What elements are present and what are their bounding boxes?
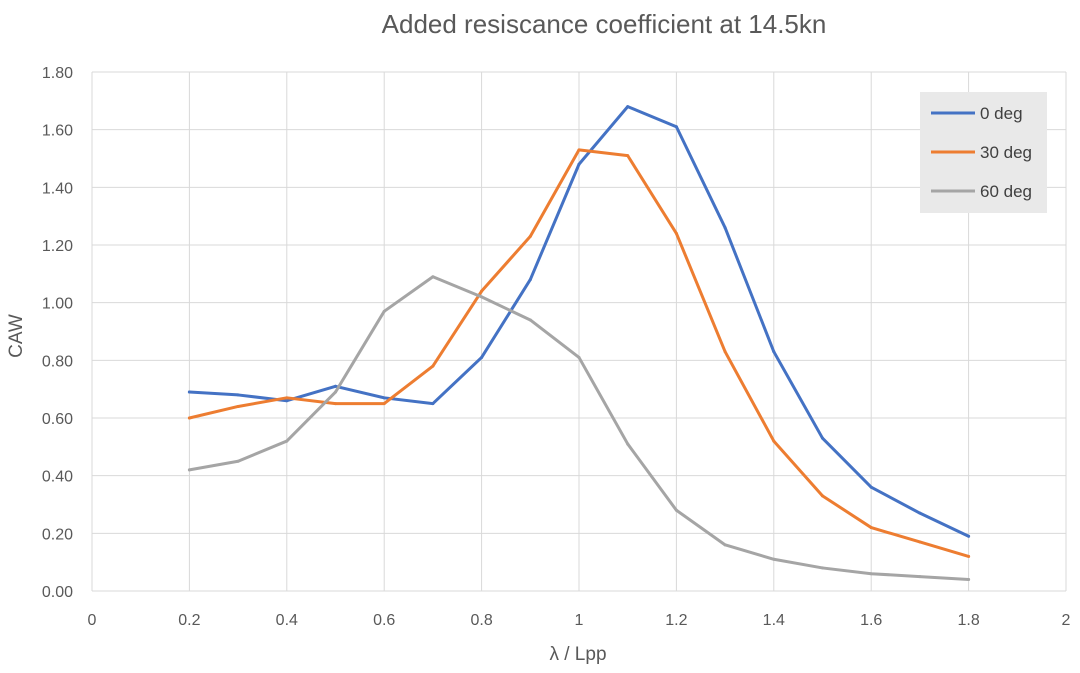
x-tick-label: 1.6 (860, 612, 882, 629)
legend-label: 60 deg (980, 182, 1032, 201)
data-point (626, 154, 630, 158)
data-point (869, 572, 873, 576)
data-point (334, 402, 337, 406)
data-point (187, 390, 191, 394)
y-tick-label: 0.40 (42, 469, 73, 486)
data-point (869, 485, 873, 489)
data-point (528, 234, 532, 238)
data-point (674, 125, 678, 129)
data-point (285, 399, 289, 403)
data-point (431, 275, 435, 279)
y-axis-title: CAW (6, 314, 27, 358)
y-tick-label: 0.20 (42, 526, 73, 543)
data-point (918, 511, 922, 515)
data-point (187, 468, 191, 472)
x-tick-label: 0.6 (373, 612, 395, 629)
data-point (674, 231, 678, 235)
data-point (821, 494, 824, 498)
data-point (187, 416, 191, 420)
data-point (480, 295, 484, 299)
data-point (918, 540, 922, 544)
legend: 0 deg 30 deg 60 deg (920, 92, 1047, 213)
data-point (772, 350, 776, 354)
data-point (236, 459, 240, 463)
x-tick-label: 0.4 (276, 612, 298, 629)
y-tick-label: 1.00 (42, 296, 73, 313)
data-point (285, 439, 289, 443)
data-point (723, 543, 727, 547)
data-point (334, 384, 337, 388)
data-point (480, 289, 484, 293)
grid-layer (91, 71, 1067, 592)
data-point (967, 554, 971, 558)
y-tick-label: 0.80 (42, 353, 73, 370)
data-point (967, 577, 971, 581)
y-tick-label: 1.60 (42, 123, 73, 140)
y-tick-label: 1.40 (42, 180, 73, 197)
data-point (577, 355, 581, 359)
x-tick-label: 1.2 (665, 612, 687, 629)
data-point (382, 402, 386, 406)
data-point (626, 442, 630, 446)
data-point (236, 404, 240, 408)
data-point (723, 226, 727, 230)
data-point (480, 355, 484, 359)
y-tick-label: 1.20 (42, 238, 73, 255)
series-layer (187, 105, 971, 581)
data-point (772, 439, 776, 443)
data-point (577, 148, 581, 152)
legend-label: 0 deg (980, 104, 1023, 123)
x-tick-label: 0.8 (470, 612, 492, 629)
data-point (528, 278, 532, 282)
data-point (528, 318, 532, 322)
axis-layer: 0 0.2 0.4 0.6 0.8 1 1.2 1.4 1.6 1.8 2 0.00 0.20 0.40 0… (42, 65, 1071, 629)
chart-title: Added resiscance coefficient at 14.5kn (382, 9, 827, 39)
x-tick-label: 0.2 (178, 612, 200, 629)
data-point (772, 557, 776, 561)
data-point (869, 526, 873, 530)
data-point (967, 534, 971, 538)
data-point (821, 436, 824, 440)
data-point (382, 396, 386, 400)
data-point (285, 396, 289, 400)
x-tick-label: 2 (1062, 612, 1071, 629)
data-point (821, 566, 824, 570)
data-point (674, 508, 678, 512)
legend-label: 30 deg (980, 143, 1032, 162)
x-axis-title: λ / Lpp (549, 644, 606, 665)
x-tick-label: 0 (88, 612, 97, 629)
data-point (577, 162, 581, 166)
data-point (723, 350, 727, 354)
x-tick-label: 1.8 (957, 612, 979, 629)
data-point (918, 575, 922, 579)
y-tick-label: 1.80 (42, 65, 73, 82)
data-point (626, 105, 630, 109)
x-tick-label: 1 (575, 612, 584, 629)
data-point (236, 393, 240, 397)
data-point (431, 364, 435, 368)
y-tick-label: 0.00 (42, 584, 73, 601)
data-point (334, 390, 337, 394)
x-tick-label: 1.4 (763, 612, 785, 629)
data-point (382, 309, 386, 313)
y-tick-label: 0.60 (42, 411, 73, 428)
data-point (431, 402, 435, 406)
